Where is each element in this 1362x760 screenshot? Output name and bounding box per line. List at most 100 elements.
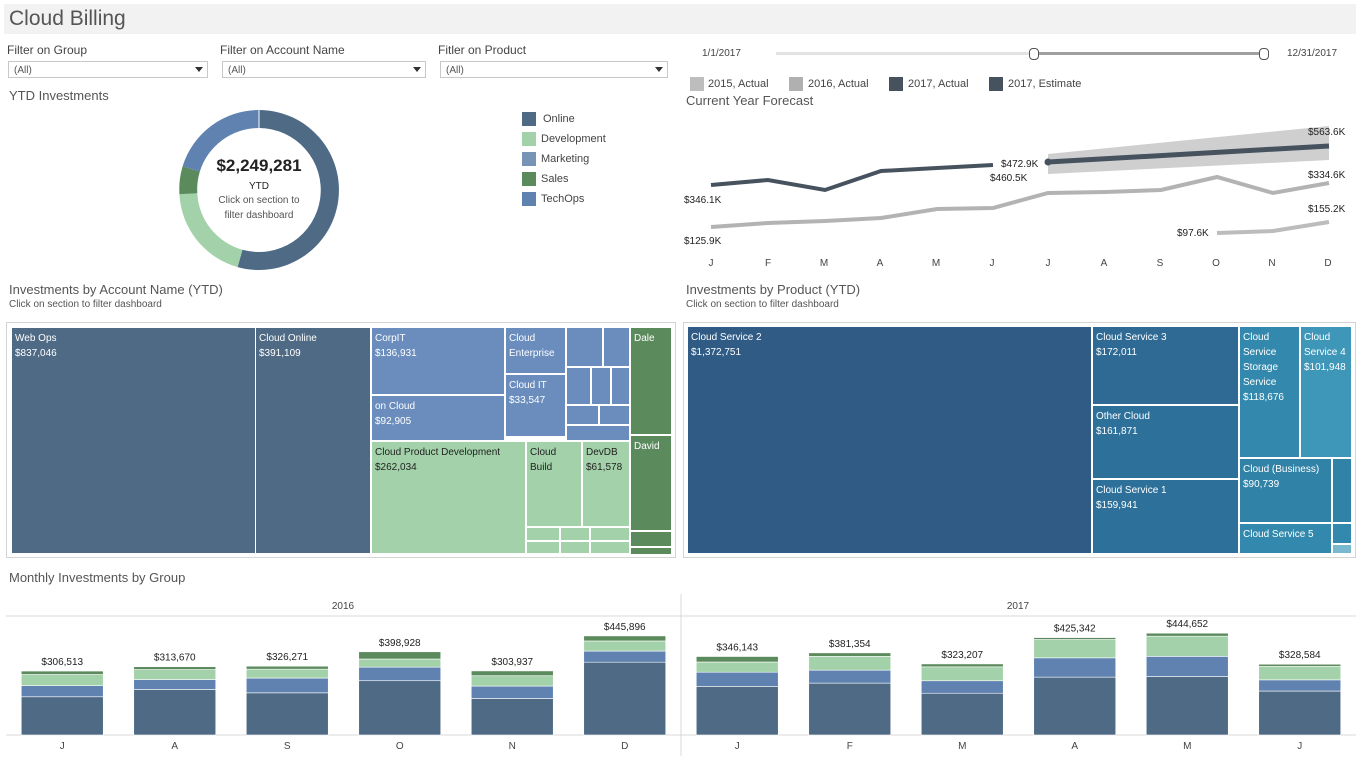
bar-segment[interactable]	[1258, 690, 1342, 736]
donut-segment-techops[interactable]	[182, 110, 259, 172]
treemap-cell-cloud-service-2[interactable]: Cloud Service 2 $1,372,751	[687, 326, 1092, 554]
bar-segment[interactable]	[695, 671, 779, 687]
treemap-cell-devdb[interactable]: DevDB $61,578	[582, 441, 630, 527]
treemap-cell-small[interactable]	[1332, 544, 1352, 554]
treemap-cell-small[interactable]	[566, 327, 603, 367]
treemap-cell-cloud-product-development[interactable]: Cloud Product Development $262,034	[371, 441, 526, 554]
forecast-chart[interactable]: $346.1K $125.9K $472.9K $460.5K $563.6K …	[680, 110, 1362, 270]
treemap-cell-small[interactable]	[591, 367, 611, 405]
bar-segment[interactable]	[583, 650, 667, 663]
bar-segment[interactable]	[20, 696, 104, 736]
bar-segment[interactable]	[1033, 637, 1117, 640]
bar-segment[interactable]	[920, 680, 1004, 694]
bar-segment[interactable]	[20, 674, 104, 686]
treemap-cell-cloud-service-1[interactable]: Cloud Service 1 $159,941	[1092, 479, 1239, 554]
bar-segment[interactable]	[470, 698, 554, 736]
legend-label-2015[interactable]: 2015, Actual	[708, 78, 769, 90]
bar-segment[interactable]	[695, 661, 779, 673]
bar-segment[interactable]	[358, 658, 442, 668]
chevron-down-icon[interactable]	[195, 67, 203, 72]
treemap-cell-small[interactable]	[566, 367, 591, 405]
series-2015-actual[interactable]	[1216, 220, 1330, 235]
treemap-cell-dale[interactable]: Dale	[630, 327, 672, 435]
legend-label-marketing[interactable]: Marketing	[541, 153, 590, 165]
filter-account-select[interactable]: (All)	[222, 61, 426, 78]
treemap-cell-small[interactable]	[526, 541, 560, 554]
filter-product-select[interactable]: (All)	[440, 61, 668, 78]
filter-group-select[interactable]: (All)	[8, 61, 208, 78]
treemap-cell-cloud-service-storage[interactable]: Cloud Service Storage Service $118,676	[1239, 326, 1300, 458]
treemap-cell-small[interactable]	[590, 527, 630, 541]
date-slider-start-handle[interactable]	[1029, 48, 1039, 60]
bar-segment[interactable]	[245, 668, 329, 679]
bar-segment[interactable]	[808, 682, 892, 736]
bar-segment[interactable]	[20, 685, 104, 698]
treemap-cell-cloud-service-5[interactable]: Cloud Service 5	[1239, 523, 1332, 554]
bar-segment[interactable]	[133, 679, 217, 690]
legend-label-2016[interactable]: 2016, Actual	[808, 78, 869, 90]
bar-segment[interactable]	[245, 665, 329, 670]
chevron-down-icon[interactable]	[655, 67, 663, 72]
treemap-cell-corpit[interactable]: CorpIT $136,931	[371, 327, 505, 395]
bar-segment[interactable]	[1258, 679, 1342, 692]
treemap-cell-small[interactable]	[560, 527, 590, 541]
treemap-cell-cloud-service-3[interactable]: Cloud Service 3 $172,011	[1092, 326, 1239, 405]
bar-segment[interactable]	[20, 670, 104, 675]
bar-segment[interactable]	[470, 670, 554, 677]
bar-segment[interactable]	[470, 685, 554, 699]
bar-segment[interactable]	[583, 635, 667, 642]
treemap-cell-cloud-business[interactable]: Cloud (Business) $90,739	[1239, 458, 1332, 523]
treemap-cell-small[interactable]	[566, 425, 630, 441]
series-2016-actual[interactable]	[710, 174, 1330, 229]
bar-segment[interactable]	[920, 663, 1004, 668]
legend-label-sales[interactable]: Sales	[541, 173, 569, 185]
bar-segment[interactable]	[133, 666, 217, 670]
treemap-cell-small[interactable]	[1332, 523, 1352, 544]
legend-label-2017-actual[interactable]: 2017, Actual	[908, 78, 969, 90]
bar-segment[interactable]	[245, 692, 329, 736]
treemap-cell-small[interactable]	[526, 527, 560, 541]
treemap-cell-cloud-online[interactable]: Cloud Online $391,109	[255, 327, 371, 554]
bar-segment[interactable]	[470, 675, 554, 687]
treemap-cell-on-cloud[interactable]: on Cloud $92,905	[371, 395, 505, 441]
bar-segment[interactable]	[808, 656, 892, 671]
legend-label-development[interactable]: Development	[541, 133, 606, 145]
bar-segment[interactable]	[1145, 632, 1229, 637]
legend-label-online[interactable]: Online	[543, 113, 575, 125]
treemap-cell-small[interactable]	[630, 531, 672, 547]
bar-segment[interactable]	[1145, 656, 1229, 677]
monthly-bar-chart[interactable]: 2016 2017 $306,513 J $313,670 A $326,271 S $39…	[6, 594, 1356, 756]
treemap-cell-small[interactable]	[611, 367, 630, 405]
chevron-down-icon[interactable]	[413, 67, 421, 72]
bar-segment[interactable]	[133, 689, 217, 736]
bar-segment[interactable]	[1258, 666, 1342, 681]
bar-segment[interactable]	[1033, 676, 1117, 736]
treemap-cell-cloud-service-4[interactable]: Cloud Service 4 $101,948	[1300, 326, 1352, 458]
bar-segment[interactable]	[1145, 635, 1229, 657]
treemap-cell-small[interactable]	[630, 547, 672, 555]
bar-segment[interactable]	[133, 669, 217, 680]
bar-segment[interactable]	[695, 686, 779, 736]
treemap-cell-web-ops[interactable]: Web Ops $837,046	[11, 327, 257, 554]
treemap-cell-small[interactable]	[566, 405, 599, 425]
bar-segment[interactable]	[920, 692, 1004, 736]
bar-segment[interactable]	[358, 666, 442, 682]
treemap-cell-small[interactable]	[603, 327, 630, 367]
bar-segment[interactable]	[245, 677, 329, 694]
treemap-cell-small[interactable]	[560, 541, 590, 554]
treemap-cell-david[interactable]: David	[630, 435, 672, 531]
date-slider-track[interactable]	[776, 52, 1266, 55]
legend-label-techops[interactable]: TechOps	[541, 193, 585, 205]
bar-segment[interactable]	[583, 640, 667, 652]
bar-segment[interactable]	[1145, 676, 1229, 736]
bar-segment[interactable]	[1033, 657, 1117, 678]
donut-segment-online[interactable]	[237, 110, 339, 270]
bar-segment[interactable]	[808, 652, 892, 657]
date-slider-end-handle[interactable]	[1259, 48, 1269, 60]
bar-segment[interactable]	[583, 661, 667, 736]
treemap-cell-cloud-it[interactable]: Cloud IT $33,547	[505, 374, 566, 437]
bar-segment[interactable]	[1033, 639, 1117, 659]
bar-segment[interactable]	[695, 656, 779, 663]
treemap-cell-cloud-build[interactable]: Cloud Build	[526, 441, 582, 527]
series-2017-estimate[interactable]	[1047, 143, 1330, 165]
